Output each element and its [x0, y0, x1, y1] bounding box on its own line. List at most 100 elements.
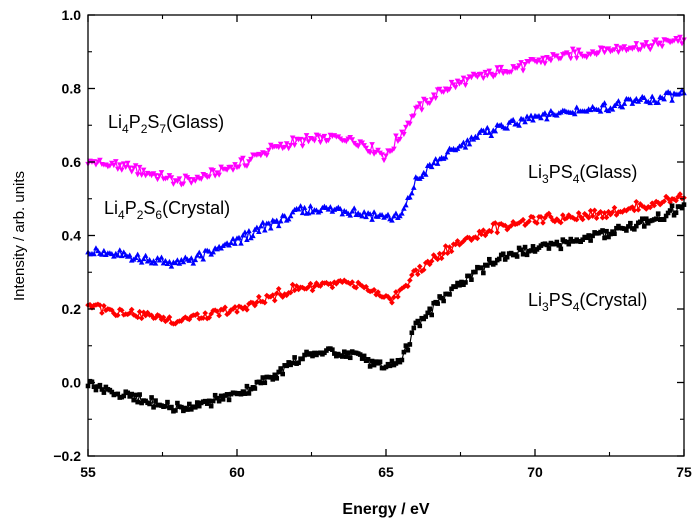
data-point — [240, 155, 246, 161]
data-point — [653, 216, 659, 222]
data-point — [552, 218, 558, 225]
data-point — [407, 342, 413, 347]
data-point — [583, 212, 590, 219]
data-point — [635, 207, 642, 213]
data-point — [204, 401, 210, 406]
data-point — [369, 142, 375, 148]
data-point — [524, 220, 530, 226]
data-point — [273, 217, 280, 223]
data-point — [279, 294, 286, 300]
data-point — [629, 204, 636, 210]
data-point — [492, 128, 499, 134]
data-point — [206, 398, 212, 404]
data-point — [277, 141, 284, 147]
data-point — [115, 391, 121, 397]
data-point — [283, 292, 290, 299]
data-point — [142, 252, 149, 258]
data-point — [369, 288, 375, 294]
data-point — [132, 254, 139, 260]
data-point — [428, 97, 435, 103]
data-point — [411, 325, 417, 331]
x-tick-label: 75 — [676, 464, 692, 480]
data-point — [182, 314, 189, 320]
data-point — [508, 69, 514, 75]
data-point — [154, 312, 161, 318]
data-point — [496, 256, 502, 262]
data-point — [399, 210, 405, 216]
x-tick-label: 60 — [229, 464, 245, 480]
data-point — [393, 289, 399, 295]
data-point — [558, 56, 564, 62]
data-point — [189, 407, 194, 412]
data-point — [436, 86, 443, 92]
data-point — [192, 257, 199, 263]
data-point — [375, 147, 381, 153]
data-point — [363, 145, 369, 151]
data-point — [242, 391, 248, 396]
data-point — [256, 228, 262, 235]
data-point — [675, 194, 681, 200]
data-point — [480, 227, 487, 234]
data-point — [585, 215, 592, 221]
data-point — [600, 228, 605, 233]
data-point — [176, 176, 183, 182]
data-point — [487, 256, 492, 262]
data-point — [99, 310, 105, 316]
data-point — [262, 380, 268, 386]
data-point — [643, 216, 649, 222]
data-point — [588, 238, 593, 243]
data-point — [568, 236, 574, 242]
data-point — [403, 282, 409, 289]
data-point — [554, 53, 560, 59]
data-point — [397, 213, 403, 219]
data-point — [456, 242, 463, 248]
data-point — [192, 178, 199, 184]
data-point — [414, 104, 421, 110]
data-point — [659, 44, 665, 50]
data-point — [657, 40, 663, 46]
x-tick-label: 65 — [378, 464, 394, 480]
data-point — [185, 407, 190, 412]
data-point — [466, 235, 473, 241]
data-point — [467, 273, 472, 279]
data-point — [103, 384, 109, 390]
data-point — [174, 257, 181, 263]
data-point — [242, 229, 248, 235]
data-point — [679, 205, 685, 211]
data-point — [573, 216, 580, 223]
data-point — [97, 302, 103, 308]
data-point — [595, 210, 602, 217]
data-point — [647, 204, 654, 211]
data-point — [544, 242, 550, 248]
data-point — [93, 245, 99, 251]
data-point — [426, 261, 433, 268]
data-point — [587, 107, 594, 113]
data-point — [669, 97, 675, 103]
data-point — [458, 79, 465, 85]
data-point — [444, 250, 451, 257]
data-point — [482, 69, 489, 75]
data-point — [127, 394, 133, 399]
data-point — [389, 299, 395, 306]
data-point — [176, 260, 183, 266]
y-tick-label: 0.2 — [62, 301, 82, 317]
data-point — [315, 133, 322, 139]
data-point — [291, 142, 298, 149]
data-point — [375, 289, 381, 295]
data-point — [438, 255, 445, 262]
data-point — [126, 165, 133, 171]
data-point — [626, 224, 631, 229]
data-point — [422, 98, 429, 104]
data-point — [655, 211, 661, 216]
data-point — [418, 107, 425, 113]
data-point — [560, 212, 566, 218]
data-point — [206, 248, 212, 254]
data-point — [297, 136, 304, 143]
data-point — [546, 246, 552, 251]
data-point — [162, 318, 169, 325]
data-point — [673, 197, 679, 204]
data-point — [272, 372, 278, 378]
data-point — [198, 253, 205, 259]
data-point — [275, 222, 282, 229]
data-point — [677, 191, 683, 197]
